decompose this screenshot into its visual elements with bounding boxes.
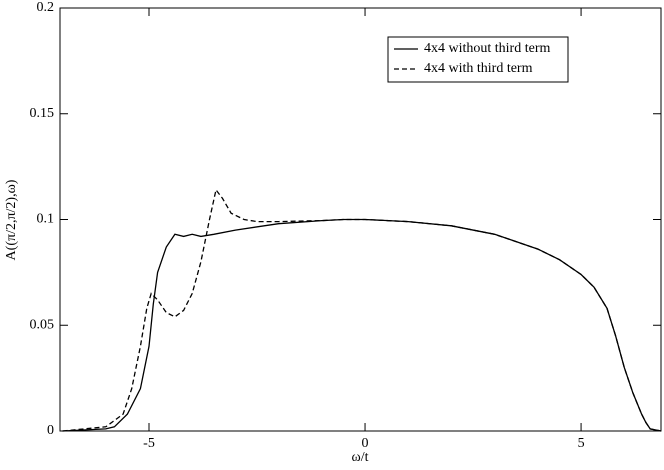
x-tick-label: 0 [362, 436, 369, 451]
legend-label: 4x4 with third term [424, 61, 533, 76]
x-tick-label: 5 [578, 436, 585, 451]
series-line [62, 188, 662, 432]
y-tick-label: 0.05 [30, 317, 55, 332]
y-tick-label: 0.1 [37, 212, 55, 227]
series-line [62, 218, 662, 432]
y-tick-label: 0.2 [37, 0, 55, 15]
x-tick-label: -5 [143, 436, 155, 451]
y-axis-label: A((π/2,π/2),ω) [4, 179, 19, 260]
x-axis-label: ω/t [352, 450, 369, 465]
y-tick-label: 0 [47, 423, 54, 438]
legend-label: 4x4 without third term [424, 41, 550, 56]
legend-box [387, 36, 569, 83]
y-tick-label: 0.15 [30, 106, 55, 121]
